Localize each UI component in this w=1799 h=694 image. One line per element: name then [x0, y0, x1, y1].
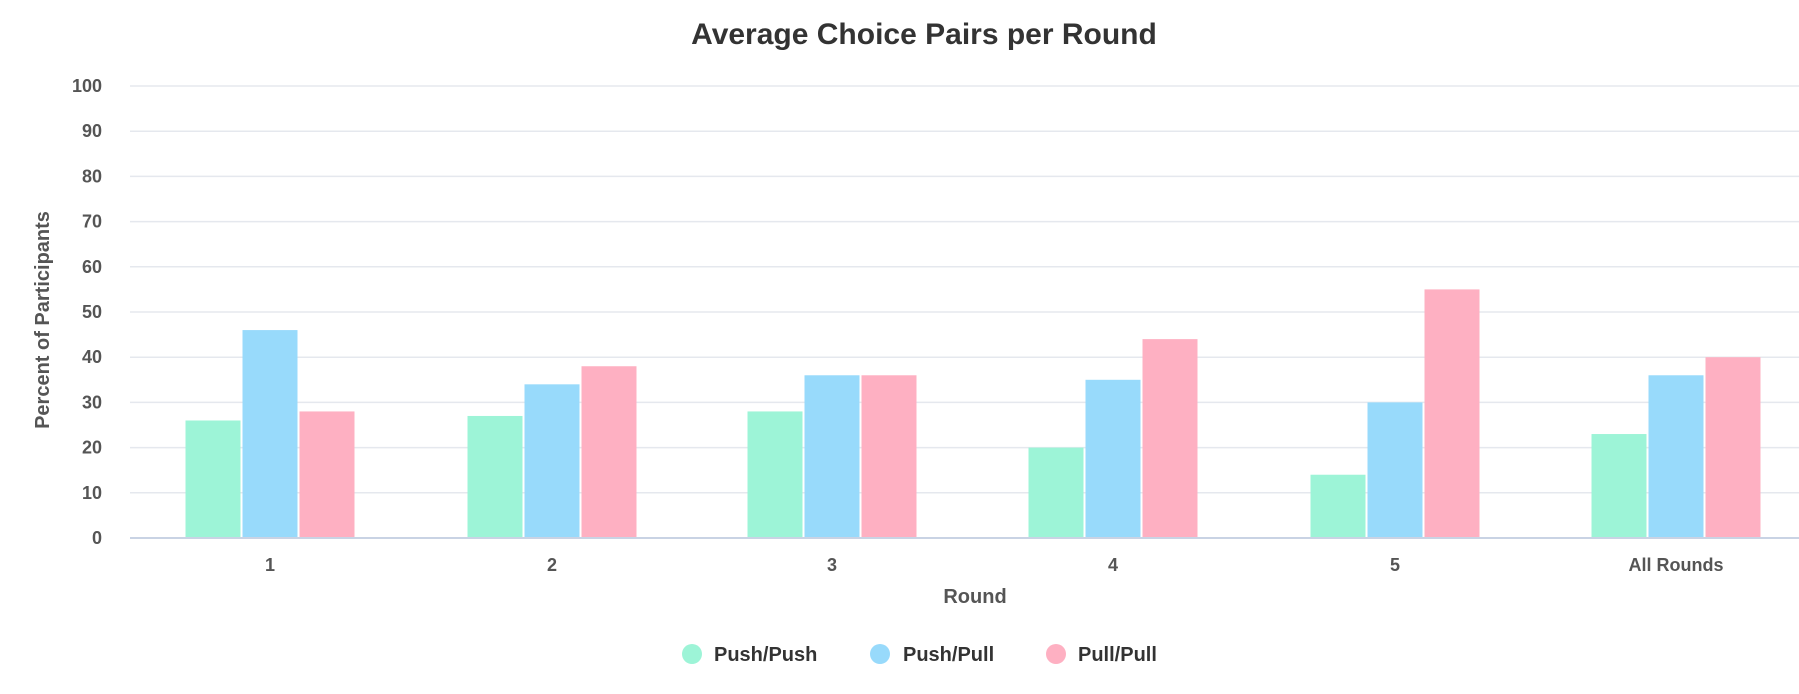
legend-item-push-push[interactable]: Push/Push — [682, 644, 817, 666]
y-tick-label: 100 — [72, 76, 102, 96]
x-tick-label: All Rounds — [1629, 555, 1724, 575]
chart-title: Average Choice Pairs per Round — [691, 18, 1157, 51]
legend: Push/Push Push/Pull Pull/Pull — [682, 644, 1157, 666]
bar-push-push-5 — [1310, 474, 1366, 538]
bar-pull-pull-3 — [861, 375, 917, 538]
gridlines — [130, 85, 1799, 494]
x-tick-label: 2 — [547, 555, 557, 575]
bar-push-pull-4 — [1085, 379, 1141, 538]
y-axis-label: Percent of Participants — [32, 211, 54, 429]
legend-item-pull-pull[interactable]: Pull/Pull — [1046, 644, 1157, 666]
legend-marker — [682, 644, 702, 664]
legend-label: Push/Push — [714, 644, 817, 666]
bar-push-push-all-rounds — [1591, 434, 1647, 538]
x-tick-label: 4 — [1108, 555, 1118, 575]
y-tick-label: 60 — [82, 257, 102, 277]
bar-pull-pull-1 — [299, 411, 355, 538]
y-axis-ticks: 0 10 20 30 40 50 60 70 80 90 100 — [72, 76, 102, 548]
x-tick-label: 1 — [265, 555, 275, 575]
y-tick-label: 10 — [82, 483, 102, 503]
bar-pull-pull-4 — [1142, 339, 1198, 538]
bar-push-push-1 — [185, 420, 241, 538]
legend-item-push-pull[interactable]: Push/Pull — [870, 644, 994, 666]
bar-pull-pull-all-rounds — [1705, 357, 1761, 538]
x-axis-label: Round — [943, 586, 1006, 608]
y-tick-label: 80 — [82, 166, 102, 186]
bar-pull-pull-2 — [581, 366, 637, 538]
bar-push-pull-1 — [242, 330, 298, 538]
legend-marker — [870, 644, 890, 664]
y-tick-label: 90 — [82, 121, 102, 141]
bar-push-pull-2 — [524, 384, 580, 538]
bar-push-pull-5 — [1367, 402, 1423, 538]
bar-push-push-2 — [467, 415, 523, 538]
y-tick-label: 40 — [82, 347, 102, 367]
y-tick-label: 70 — [82, 212, 102, 232]
bar-push-push-3 — [747, 411, 803, 538]
x-tick-label: 5 — [1390, 555, 1400, 575]
legend-label: Pull/Pull — [1078, 644, 1157, 666]
bar-push-pull-all-rounds — [1648, 375, 1704, 538]
bars — [185, 289, 1761, 538]
legend-label: Push/Pull — [903, 644, 994, 666]
x-axis-ticks: 1 2 3 4 5 All Rounds — [265, 555, 1724, 575]
bar-pull-pull-5 — [1424, 289, 1480, 538]
x-tick-label: 3 — [827, 555, 837, 575]
y-tick-label: 0 — [92, 528, 102, 548]
y-tick-label: 50 — [82, 302, 102, 322]
legend-marker — [1046, 644, 1066, 664]
y-tick-label: 30 — [82, 392, 102, 412]
y-tick-label: 20 — [82, 438, 102, 458]
bar-push-push-4 — [1028, 447, 1084, 538]
bar-push-pull-3 — [804, 375, 860, 538]
